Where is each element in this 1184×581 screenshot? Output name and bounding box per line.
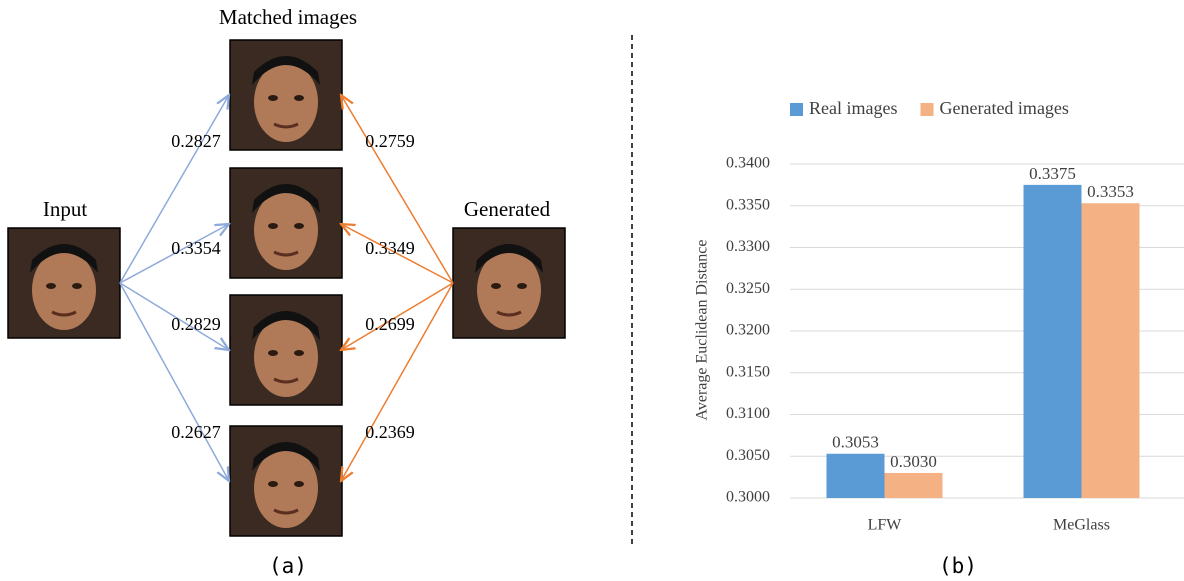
value-label: 0.3053	[832, 433, 879, 452]
distance: 0.2627	[171, 422, 221, 442]
x-tick-label: MeGlass	[1053, 517, 1110, 534]
y-tick-label: 0.3300	[726, 238, 770, 255]
diagram: Matched images Input Generated 0.2827 0.…	[8, 5, 565, 578]
distance: 0.2829	[171, 314, 221, 334]
y-tick-label: 0.3200	[726, 322, 770, 339]
input-image	[8, 228, 120, 338]
distance: 0.2759	[365, 131, 415, 151]
caption: (b)	[939, 554, 977, 578]
matched-image	[230, 40, 342, 150]
legend-label: Real images	[809, 98, 897, 118]
y-tick-label: 0.3050	[726, 447, 770, 464]
legend-label: Generated images	[939, 98, 1068, 118]
matched-image	[230, 168, 342, 278]
matched-image	[230, 426, 342, 536]
bar	[885, 473, 943, 498]
figure: Matched images Input Generated 0.2827 0.…	[0, 0, 1184, 581]
input-label: Input	[43, 197, 87, 221]
y-tick-label: 0.3350	[726, 196, 770, 213]
distance: 0.3354	[171, 238, 221, 258]
legend-swatch	[920, 103, 933, 116]
y-tick-label: 0.3250	[726, 280, 770, 297]
y-tick-label: 0.3150	[726, 363, 770, 380]
legend-swatch	[790, 103, 803, 116]
generated-label: Generated	[464, 197, 551, 221]
y-tick-label: 0.3400	[726, 155, 770, 172]
x-tick-label: LFW	[868, 517, 903, 534]
caption: (a)	[269, 554, 307, 578]
y-tick-label: 0.3100	[726, 405, 770, 422]
distance: 0.3349	[365, 238, 415, 258]
value-label: 0.3030	[890, 452, 937, 471]
matched-image	[230, 295, 342, 405]
y-tick-label: 0.3000	[726, 489, 770, 506]
distance: 0.2369	[365, 422, 415, 442]
bar	[827, 454, 885, 498]
value-label: 0.3353	[1087, 182, 1134, 201]
matched-title: Matched images	[219, 5, 357, 29]
generated-image	[453, 228, 565, 338]
bar	[1024, 185, 1082, 498]
value-label: 0.3375	[1029, 164, 1076, 183]
y-axis-title: Average Euclidean Distance	[694, 240, 711, 421]
distance: 0.2827	[171, 131, 221, 151]
distance: 0.2699	[365, 314, 415, 334]
bar	[1082, 203, 1140, 498]
